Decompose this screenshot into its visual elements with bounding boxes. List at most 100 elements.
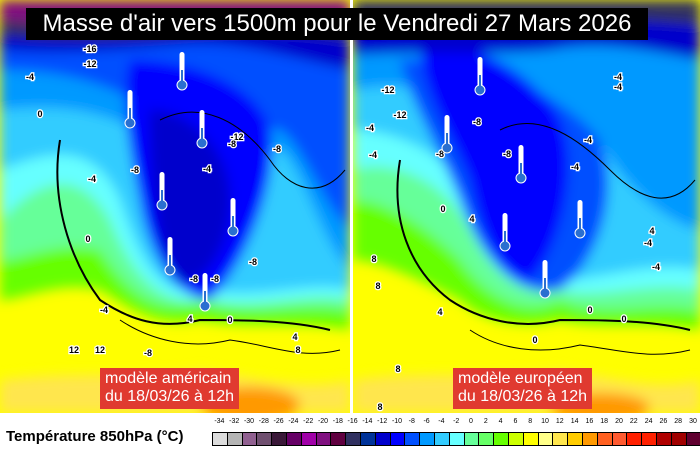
legend-tick-label: 16: [585, 418, 594, 425]
isotherm-label: -8: [144, 348, 152, 358]
legend-swatch: [448, 432, 465, 446]
legend-swatch: [463, 432, 480, 446]
legend-tick-label: 22: [629, 418, 638, 425]
legend-swatch: [330, 432, 347, 446]
isotherm-label: 0: [587, 305, 592, 315]
legend-swatch: [656, 432, 672, 446]
thermometer-icon: [199, 273, 211, 312]
legend-swatch: [626, 432, 643, 446]
legend-tick-label: 28: [674, 418, 683, 425]
caption-american-model: modèle américain du 18/03/26 à 12h: [100, 368, 240, 409]
isotherm-label: -4: [366, 123, 374, 133]
isotherm-label: 8: [371, 254, 376, 264]
caption-model-name: modèle européen: [458, 370, 583, 387]
legend-swatch: [226, 432, 243, 446]
thermometer-icon: [164, 237, 176, 276]
legend-swatch: [434, 432, 450, 446]
legend-swatch: [419, 432, 435, 446]
legend-tick-label: 2: [483, 418, 488, 425]
legend-tick-label: -16: [347, 418, 358, 425]
thermometer-icon: [474, 57, 486, 96]
isotherm-label: -4: [644, 238, 652, 248]
weather-maps: -16-12-40-40-8-12-8-4-8-8-8 -8-44 012 12 -8 8…: [0, 0, 700, 413]
isotherm-label: -12: [83, 59, 96, 69]
legend-tick-label: -6: [423, 418, 430, 425]
legend-tick-label: -12: [377, 418, 388, 425]
legend-tick-label: 30: [689, 418, 697, 425]
isotherm-label: -12: [381, 85, 394, 95]
legend-tick-label: -2: [453, 418, 460, 425]
legend-swatch: [271, 432, 287, 446]
legend-tick-label: -4: [438, 418, 445, 425]
isotherm-label: -4: [571, 162, 579, 172]
legend-swatch: [611, 432, 628, 446]
legend-tick-label: -10: [391, 418, 403, 425]
legend-tick-label: -22: [303, 418, 314, 425]
legend-tick-label: -32: [229, 418, 240, 425]
isotherm-label: -8: [273, 144, 281, 154]
legend-swatch: [404, 432, 421, 446]
legend-tick-label: 18: [600, 418, 609, 425]
legend-swatch: [582, 432, 598, 446]
legend-swatch: [241, 432, 258, 446]
legend-swatch: [212, 432, 228, 446]
isotherm-label: -8: [249, 257, 257, 267]
legend-tick-label: 14: [570, 418, 579, 425]
legend-tick-label: -24: [288, 418, 299, 425]
thermometer-icon: [196, 110, 208, 149]
caption-european-model: modèle européen du 18/03/26 à 12h: [453, 368, 593, 409]
legend-tick-label: -20: [317, 418, 329, 425]
isotherm-label: -4: [26, 72, 34, 82]
thermometer-icon: [539, 260, 551, 299]
isotherm-label: -8: [436, 149, 444, 159]
legend-swatch: [256, 432, 273, 446]
legend-tick-label: -14: [362, 418, 373, 425]
legend-swatch: [360, 432, 376, 446]
legend-label: Température 850hPa (°C): [6, 428, 184, 445]
isotherm-label: -4: [203, 164, 211, 174]
legend-swatch: [374, 432, 391, 446]
isotherm-label: 0: [621, 314, 626, 324]
legend-tick-label: 20: [615, 418, 623, 425]
legend-tick-label: -28: [258, 418, 269, 425]
legend-swatch: [670, 432, 687, 446]
isotherm-label: -4: [614, 72, 622, 82]
thermometer-icon: [176, 52, 188, 91]
isotherm-label: -4: [652, 262, 660, 272]
isotherm-label: 4: [292, 332, 297, 342]
legend-tick-label: -18: [332, 418, 343, 425]
legend-swatch: [596, 432, 613, 446]
isotherm-label: 4: [649, 226, 654, 236]
thermometer-icon: [441, 115, 453, 154]
isotherm-label: 4: [437, 307, 442, 317]
isotherm-label: 0: [227, 315, 232, 325]
legend-swatch: [508, 432, 524, 446]
legend-swatch: [552, 432, 569, 446]
caption-model-name: modèle américain: [105, 370, 232, 387]
map-panel-european: [353, 0, 700, 413]
legend-tick-label: -26: [273, 418, 284, 425]
legend-tick-label: 24: [644, 418, 653, 425]
legend-swatch: [315, 432, 332, 446]
isotherm-label: 8: [395, 364, 400, 374]
thermometer-icon: [156, 172, 168, 211]
legend-tick-label: -34: [214, 418, 225, 425]
isotherm-label: -8: [503, 149, 511, 159]
legend-swatch: [537, 432, 554, 446]
isotherm-label: 0: [85, 234, 90, 244]
isotherm-label: -4: [614, 82, 622, 92]
legend-tick-label: -8: [408, 418, 415, 425]
isotherm-label: 8: [295, 345, 300, 355]
legend-swatch: [567, 432, 583, 446]
isotherm-label: -4: [369, 150, 377, 160]
isotherm-label: -8: [473, 117, 481, 127]
isotherm-label: -8: [131, 165, 139, 175]
isotherm-label: -12: [230, 132, 243, 142]
legend-swatch: [286, 432, 302, 446]
thermometer-icon: [124, 90, 136, 129]
isotherm-label: -16: [83, 44, 96, 54]
isotherm-label: 4: [187, 314, 192, 324]
isotherm-label: 0: [532, 335, 537, 345]
thermometer-icon: [227, 198, 239, 237]
isotherm-label: 0: [37, 109, 42, 119]
